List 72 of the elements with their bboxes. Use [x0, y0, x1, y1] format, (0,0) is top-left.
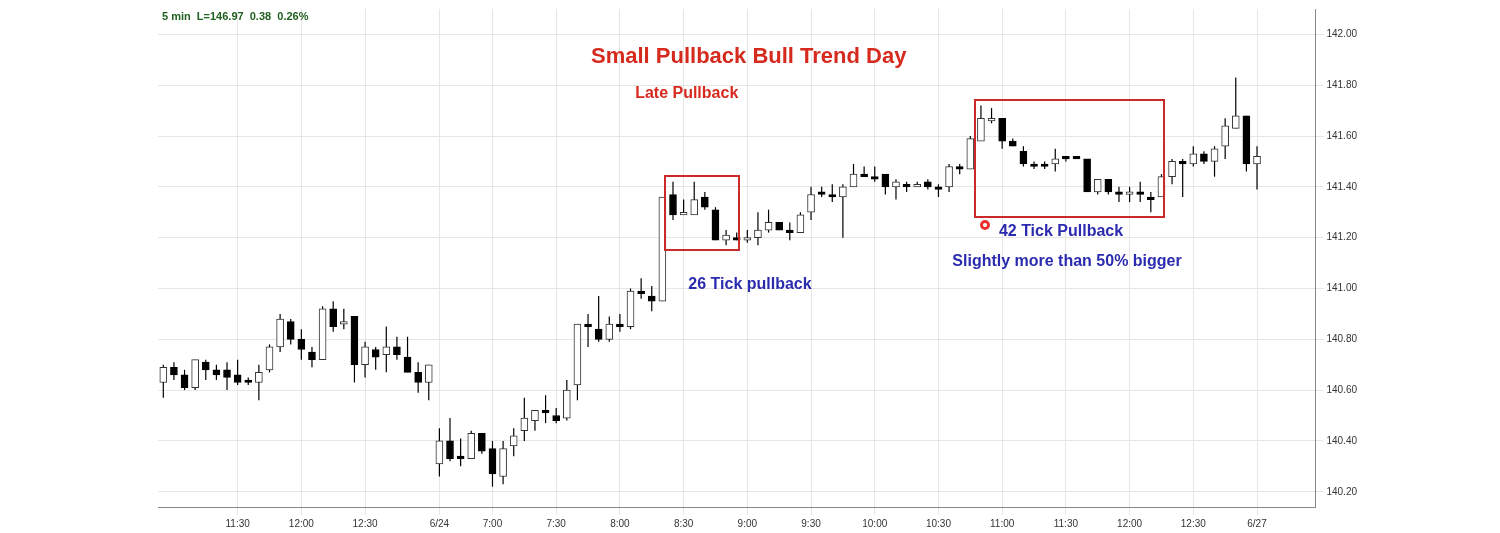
- candlestick: [446, 417, 454, 462]
- x-tick-label: 8:30: [673, 517, 694, 529]
- candlestick: [170, 361, 178, 381]
- candlestick: [531, 409, 539, 432]
- x-tick-label: 12:00: [1117, 517, 1143, 529]
- candlestick: [807, 186, 815, 221]
- y-tick-label: 140.60: [1326, 383, 1358, 395]
- candlestick: [1221, 117, 1229, 160]
- y-tick-label: 140.20: [1326, 485, 1358, 497]
- x-tick-label: 11:30: [1053, 517, 1079, 529]
- candlestick: [1168, 158, 1176, 185]
- y-tick-label: 141.60: [1326, 129, 1358, 141]
- x-tick-label: 6/27: [1247, 517, 1268, 529]
- y-tick-label: 141.80: [1326, 78, 1358, 90]
- candlestick: [796, 211, 805, 234]
- x-tick-label: 11:30: [225, 517, 251, 529]
- candlestick: [159, 364, 168, 399]
- candlestick: [722, 229, 730, 246]
- candlestick: [977, 104, 985, 142]
- candlestick: [201, 359, 210, 381]
- candlestick: [382, 326, 391, 373]
- x-tick-label: 6/24: [429, 517, 450, 529]
- text: Late Pullback: [635, 84, 739, 102]
- candlestick: [605, 315, 614, 343]
- candlestick: [1231, 77, 1240, 130]
- y-tick-label: 142.00: [1326, 28, 1358, 40]
- candlestick: [329, 300, 338, 333]
- annotation: 5 min L=146.97 0.38 0.26%: [162, 10, 309, 23]
- candlestick: [754, 211, 762, 246]
- y-tick-label: 141.40: [1326, 180, 1358, 192]
- candlestick: [690, 181, 699, 216]
- x-tick-label: 12:30: [1180, 517, 1207, 529]
- annotation: 42 Tick Pullback: [998, 222, 1124, 240]
- text: Small Pullback Bull Trend Day: [590, 43, 908, 69]
- y-tick-label: 141.20: [1326, 231, 1358, 243]
- y-tick-label: 140.80: [1326, 333, 1358, 345]
- candlestick: [669, 181, 677, 221]
- candlestick: [393, 336, 401, 361]
- candlestick: [371, 346, 380, 371]
- candlestick: [998, 117, 1006, 150]
- candlestick: [361, 341, 369, 379]
- candlestick: [839, 183, 847, 239]
- x-tick-label: 10:30: [925, 517, 952, 529]
- x-tick-label: 9:00: [737, 517, 758, 529]
- y-tick-label: 141.00: [1326, 282, 1358, 294]
- candlestick: [286, 318, 295, 345]
- candlestick: [945, 163, 953, 193]
- x-tick-label: 7:00: [482, 517, 503, 529]
- x-tick-label: 9:30: [801, 517, 822, 529]
- candlestick: [647, 285, 656, 312]
- candlestick: [414, 361, 422, 394]
- candlestick: [594, 295, 603, 343]
- annotation: 26 Tick pullback: [688, 275, 812, 293]
- candlestick: [1210, 145, 1219, 178]
- candlestick: [892, 178, 900, 201]
- candlestick: [424, 364, 433, 401]
- candlestick: [478, 432, 486, 455]
- candlestick: [255, 364, 263, 401]
- x-tick-label: 8:00: [610, 517, 631, 529]
- x-tick-label: 10:00: [862, 517, 888, 529]
- x-tick-label: 12:30: [352, 517, 379, 529]
- candlestick: [1253, 145, 1261, 190]
- candlestick: [1189, 145, 1198, 168]
- x-tick-label: 12:00: [288, 517, 315, 529]
- annotation: Slightly more than 50% bigger: [952, 252, 1182, 270]
- x-tick-label: 11:00: [990, 517, 1015, 529]
- candlestick: [223, 361, 231, 391]
- y-tick-label: 140.40: [1326, 434, 1358, 446]
- candlestick: [297, 328, 306, 361]
- candlestick: [308, 346, 316, 368]
- x-tick-label: 7:30: [546, 517, 567, 529]
- candlestick: [509, 427, 518, 457]
